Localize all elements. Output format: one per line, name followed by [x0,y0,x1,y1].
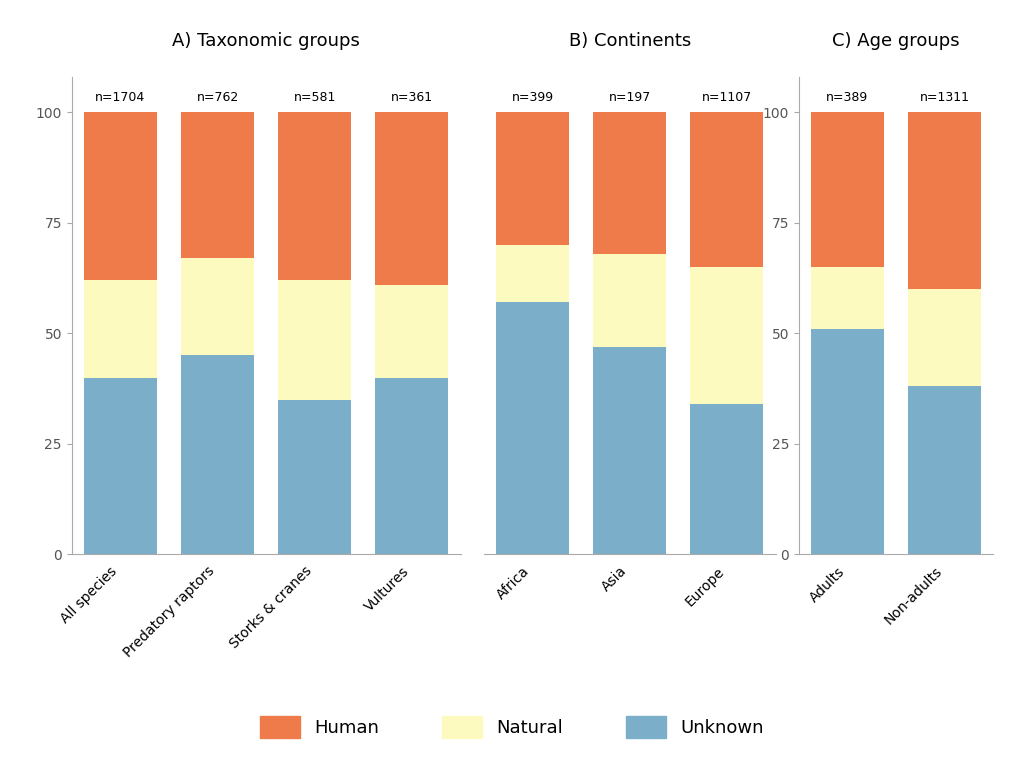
Title: C) Age groups: C) Age groups [833,32,959,51]
Bar [181,112,254,258]
Text: n=361: n=361 [391,91,433,103]
Title: A) Taxonomic groups: A) Taxonomic groups [172,32,360,51]
Bar [279,280,351,400]
Bar [593,254,667,346]
Text: n=1107: n=1107 [701,91,752,103]
Bar [496,303,569,554]
Bar [690,112,763,267]
Bar [376,285,449,377]
Bar [593,112,667,254]
Bar [811,267,884,329]
Bar [376,377,449,554]
Bar [181,258,254,356]
Text: n=762: n=762 [197,91,239,103]
Bar [496,112,569,245]
Bar [84,112,157,280]
Text: n=1704: n=1704 [95,91,145,103]
Legend: Human, Natural, Unknown: Human, Natural, Unknown [253,709,771,745]
Bar [84,377,157,554]
Bar [690,267,763,404]
Text: n=197: n=197 [608,91,651,103]
Bar [279,112,351,280]
Title: B) Continents: B) Continents [568,32,691,51]
Bar [376,112,449,285]
Text: n=389: n=389 [826,91,868,103]
Bar [908,387,981,554]
Text: n=581: n=581 [294,91,336,103]
Bar [496,245,569,303]
Bar [593,346,667,554]
Bar [181,356,254,554]
Bar [690,404,763,554]
Text: n=1311: n=1311 [920,91,970,103]
Bar [908,112,981,290]
Text: n=399: n=399 [511,91,554,103]
Bar [811,112,884,267]
Bar [811,329,884,554]
Bar [279,400,351,554]
Bar [84,280,157,377]
Bar [908,290,981,387]
